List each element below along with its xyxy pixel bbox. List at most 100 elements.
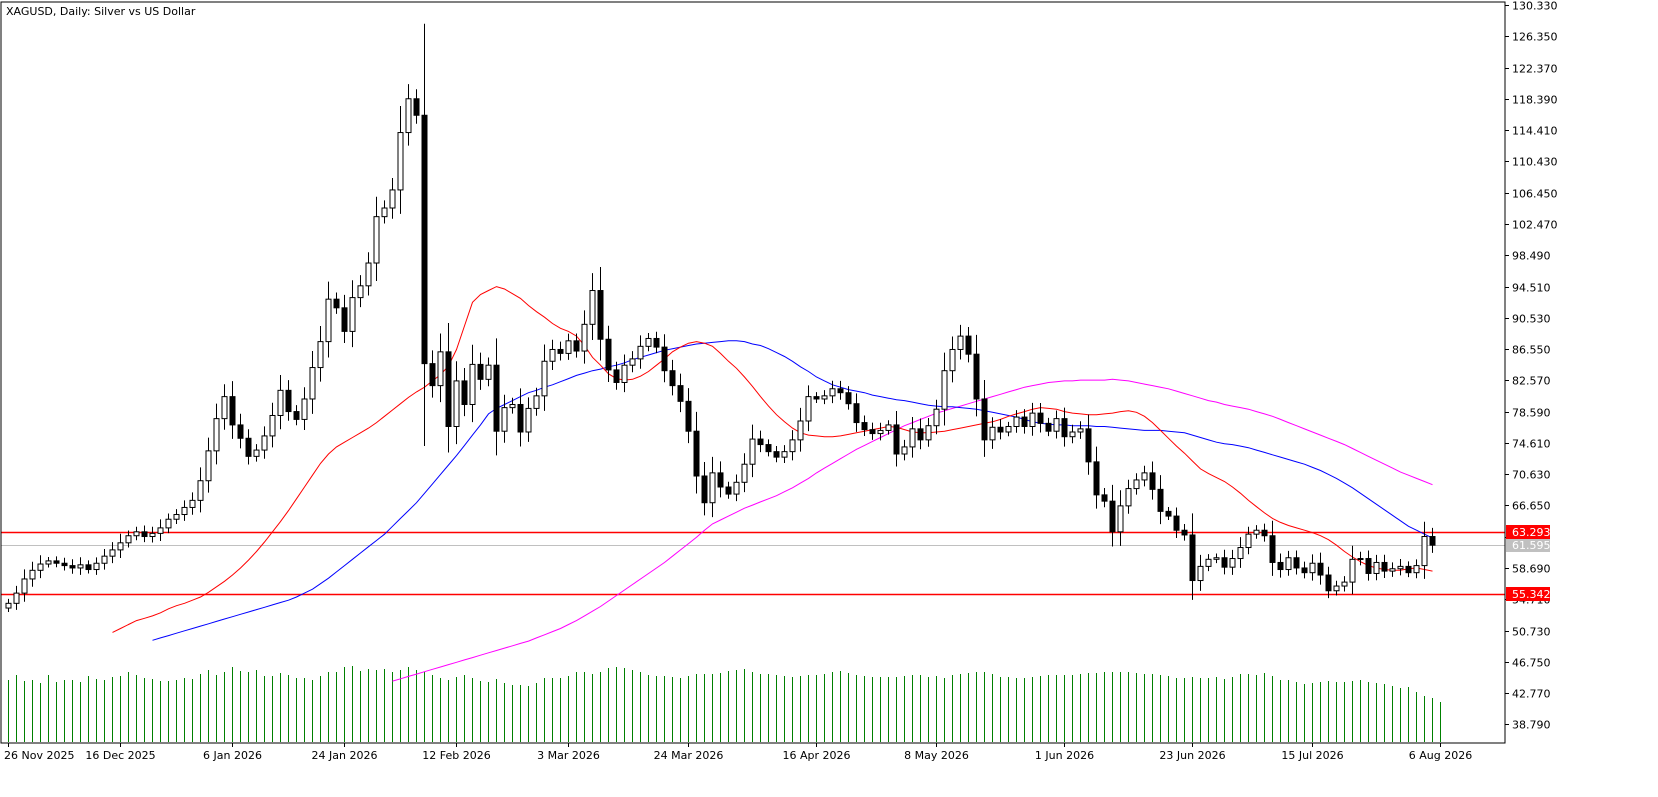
- y-tick-label: 70.630: [1512, 469, 1551, 482]
- candle-body: [1029, 412, 1036, 427]
- candle: [1045, 417, 1052, 437]
- candle: [93, 557, 100, 575]
- candle: [605, 325, 612, 383]
- candle: [941, 352, 948, 426]
- candle-body: [885, 424, 892, 431]
- y-tick-label: 106.450: [1512, 188, 1558, 201]
- candle: [1157, 475, 1164, 525]
- current-price-tag: 61.595: [1512, 539, 1551, 552]
- candle-body: [1181, 529, 1188, 536]
- candle: [357, 275, 364, 308]
- candle: [1101, 488, 1108, 508]
- candle-body: [1333, 585, 1340, 592]
- candle: [901, 439, 908, 461]
- y-tick-label: 94.510: [1512, 282, 1551, 295]
- candle: [1005, 421, 1012, 437]
- candle: [669, 359, 676, 396]
- candle: [1165, 506, 1172, 521]
- candle-body: [1309, 562, 1316, 574]
- candle-body: [1013, 416, 1020, 427]
- candle-body: [813, 396, 820, 400]
- candle: [1237, 537, 1244, 568]
- candle-body: [1165, 510, 1172, 517]
- y-tick-label: 110.430: [1512, 156, 1558, 169]
- candle: [1317, 552, 1324, 585]
- candle-body: [1141, 472, 1148, 481]
- candle: [157, 519, 164, 541]
- candle-body: [645, 337, 652, 347]
- candle-body: [293, 411, 300, 420]
- candle-body: [1317, 562, 1324, 576]
- candle-body: [629, 358, 636, 366]
- candle-body: [765, 444, 772, 453]
- candle: [997, 419, 1004, 440]
- candle-body: [421, 114, 428, 365]
- candle: [909, 416, 916, 458]
- candle-body: [669, 370, 676, 387]
- candle-body: [1245, 533, 1252, 549]
- candle: [469, 344, 476, 423]
- candle-body: [605, 338, 612, 371]
- candle-body: [565, 340, 572, 354]
- x-tick-label: 16 Apr 2026: [782, 749, 850, 762]
- candle: [85, 560, 92, 574]
- candle-body: [621, 364, 628, 383]
- candle: [893, 411, 900, 467]
- candle: [557, 341, 564, 361]
- candle: [1117, 490, 1124, 546]
- candle: [285, 380, 292, 421]
- candle: [261, 426, 268, 459]
- candle: [629, 351, 636, 373]
- candle-body: [373, 216, 380, 264]
- candle: [45, 557, 52, 568]
- candle-body: [541, 360, 548, 397]
- y-tick-label: 102.470: [1512, 219, 1558, 232]
- candle-body: [485, 364, 492, 380]
- candle-body: [1197, 565, 1204, 582]
- x-tick-label: 15 Jul 2026: [1281, 749, 1343, 762]
- candle-body: [1269, 535, 1276, 563]
- candle: [805, 385, 812, 432]
- candle-body: [909, 428, 916, 448]
- candle-body: [101, 555, 108, 564]
- candle-body: [1205, 558, 1212, 567]
- candle: [957, 324, 964, 360]
- candle: [829, 380, 836, 404]
- candle: [109, 542, 116, 564]
- candle: [637, 335, 644, 369]
- candle-body: [501, 407, 508, 432]
- candle-body: [197, 480, 204, 501]
- candle: [1269, 520, 1276, 576]
- candle-body: [1237, 547, 1244, 560]
- candle: [1093, 446, 1100, 509]
- volume-bars: [8, 666, 1441, 742]
- candle-body: [965, 335, 972, 355]
- candle: [189, 492, 196, 515]
- candle: [773, 446, 780, 463]
- candle-body: [1053, 418, 1060, 432]
- candle: [493, 338, 500, 456]
- candle: [1149, 461, 1156, 500]
- candle: [845, 386, 852, 410]
- candle-body: [1325, 574, 1332, 592]
- candle-body: [1005, 425, 1012, 433]
- candle-body: [429, 363, 436, 387]
- candle: [269, 402, 276, 448]
- candle: [381, 200, 388, 224]
- candle-body: [509, 403, 516, 409]
- candle: [789, 430, 796, 461]
- candle: [397, 105, 404, 214]
- candle: [1013, 410, 1020, 433]
- candle: [277, 375, 284, 430]
- candle-body: [413, 98, 420, 116]
- y-tick-label: 122.370: [1512, 63, 1558, 76]
- candle-body: [613, 369, 620, 383]
- candle-body: [1077, 428, 1084, 433]
- candle: [37, 555, 44, 579]
- candle-body: [133, 531, 140, 537]
- candle-body: [117, 542, 124, 551]
- candle-body: [1117, 505, 1124, 533]
- candle-body: [789, 439, 796, 453]
- price-axis: 130.330 126.350 122.370 118.390 114.410 110.4…: [1505, 0, 1558, 732]
